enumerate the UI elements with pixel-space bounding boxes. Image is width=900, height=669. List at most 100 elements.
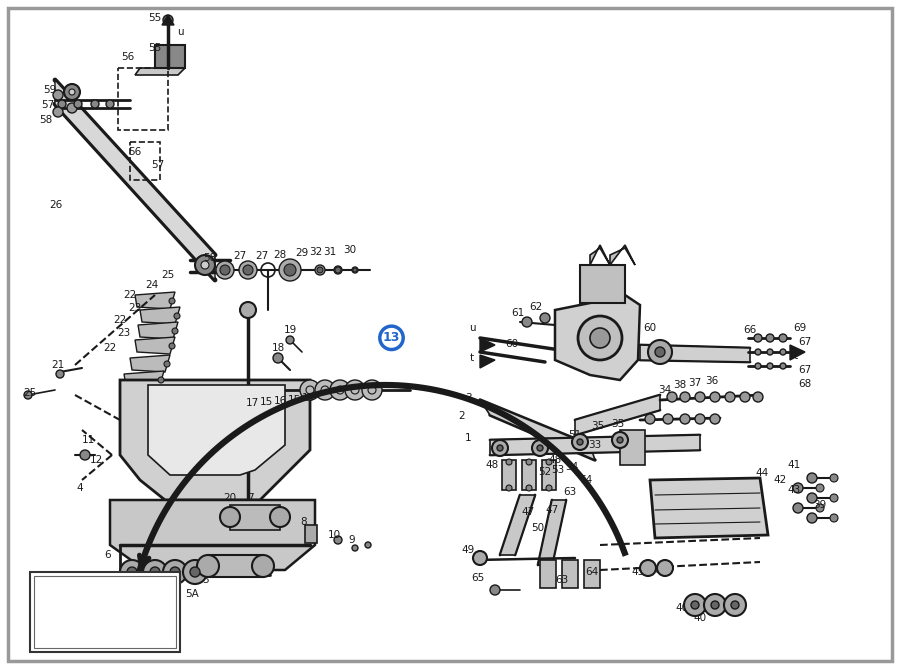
Text: 17: 17 <box>246 398 258 408</box>
Text: 52: 52 <box>538 467 552 477</box>
Text: 63: 63 <box>555 575 569 585</box>
Circle shape <box>710 392 720 402</box>
Text: 64: 64 <box>585 567 598 577</box>
Text: 12: 12 <box>89 455 103 465</box>
Polygon shape <box>155 45 185 68</box>
Circle shape <box>725 392 735 402</box>
Circle shape <box>91 100 99 108</box>
Circle shape <box>197 555 219 577</box>
Bar <box>130 142 160 180</box>
Circle shape <box>80 450 90 460</box>
Circle shape <box>353 268 357 272</box>
Text: 38: 38 <box>673 380 687 390</box>
Text: 55: 55 <box>148 13 162 23</box>
Circle shape <box>793 503 803 513</box>
Text: 65: 65 <box>472 573 484 583</box>
Circle shape <box>526 485 532 491</box>
Circle shape <box>807 473 817 483</box>
Text: 28: 28 <box>274 250 286 260</box>
Circle shape <box>753 392 763 402</box>
Text: t: t <box>470 353 474 363</box>
Text: 15: 15 <box>259 397 273 407</box>
Circle shape <box>830 474 838 482</box>
Circle shape <box>56 370 64 378</box>
Text: t: t <box>794 351 798 361</box>
Circle shape <box>270 507 290 527</box>
Circle shape <box>645 414 655 424</box>
Text: 68: 68 <box>798 379 812 389</box>
Text: 69: 69 <box>794 323 806 333</box>
Text: u: u <box>469 323 475 333</box>
Text: 61: 61 <box>511 308 525 318</box>
Bar <box>542 460 556 490</box>
Circle shape <box>300 380 320 400</box>
Circle shape <box>352 267 358 273</box>
Circle shape <box>74 100 82 108</box>
Circle shape <box>711 601 719 609</box>
Text: 2: 2 <box>459 411 465 421</box>
Circle shape <box>158 377 164 383</box>
Text: 21: 21 <box>51 360 65 370</box>
Text: 57: 57 <box>151 160 165 170</box>
Polygon shape <box>110 500 315 570</box>
Text: 58: 58 <box>40 115 52 125</box>
Text: 13: 13 <box>382 331 400 345</box>
Circle shape <box>684 594 706 616</box>
Polygon shape <box>650 478 768 538</box>
Text: 24: 24 <box>146 280 158 290</box>
Circle shape <box>69 89 75 95</box>
Circle shape <box>667 392 677 402</box>
Circle shape <box>546 485 552 491</box>
Circle shape <box>365 542 371 548</box>
Text: 51: 51 <box>569 430 581 440</box>
Text: 6: 6 <box>104 550 112 560</box>
Circle shape <box>731 601 739 609</box>
Text: 34: 34 <box>659 385 671 395</box>
Text: PRINTED IN SWEDEN: PRINTED IN SWEDEN <box>61 638 148 648</box>
Circle shape <box>315 380 335 400</box>
Text: 64: 64 <box>580 475 592 485</box>
Text: 55: 55 <box>148 43 162 53</box>
Circle shape <box>252 555 274 577</box>
Text: 63: 63 <box>563 487 577 497</box>
Text: 37: 37 <box>688 378 702 388</box>
Polygon shape <box>148 385 285 475</box>
Text: VME Parts AB: VME Parts AB <box>66 580 145 590</box>
Text: 26: 26 <box>50 200 63 210</box>
Circle shape <box>164 361 170 367</box>
Text: 16: 16 <box>274 396 286 406</box>
Circle shape <box>830 494 838 502</box>
Circle shape <box>526 459 532 465</box>
Text: 67: 67 <box>798 365 812 375</box>
Text: 54: 54 <box>565 462 579 472</box>
Polygon shape <box>135 292 175 309</box>
Circle shape <box>816 504 824 512</box>
Polygon shape <box>135 68 185 75</box>
Bar <box>230 505 280 530</box>
Polygon shape <box>55 80 215 280</box>
Circle shape <box>537 445 543 451</box>
Circle shape <box>497 445 503 451</box>
Circle shape <box>163 560 187 584</box>
Circle shape <box>195 255 215 275</box>
Circle shape <box>53 90 63 100</box>
Text: 45: 45 <box>632 567 644 577</box>
Text: 8: 8 <box>301 517 307 527</box>
Circle shape <box>53 107 63 117</box>
Text: 7: 7 <box>247 493 253 503</box>
Text: 62: 62 <box>529 302 543 312</box>
Text: 39: 39 <box>814 500 826 510</box>
FancyBboxPatch shape <box>30 572 180 652</box>
Text: 4: 4 <box>76 483 84 493</box>
Polygon shape <box>555 295 640 380</box>
Bar <box>584 560 600 588</box>
Bar <box>305 525 317 543</box>
Polygon shape <box>120 380 310 500</box>
Text: 36: 36 <box>706 376 718 386</box>
Polygon shape <box>610 245 635 265</box>
Circle shape <box>617 437 623 443</box>
Polygon shape <box>575 395 660 435</box>
Circle shape <box>143 560 167 584</box>
Text: 5: 5 <box>202 575 208 585</box>
Polygon shape <box>480 355 495 368</box>
